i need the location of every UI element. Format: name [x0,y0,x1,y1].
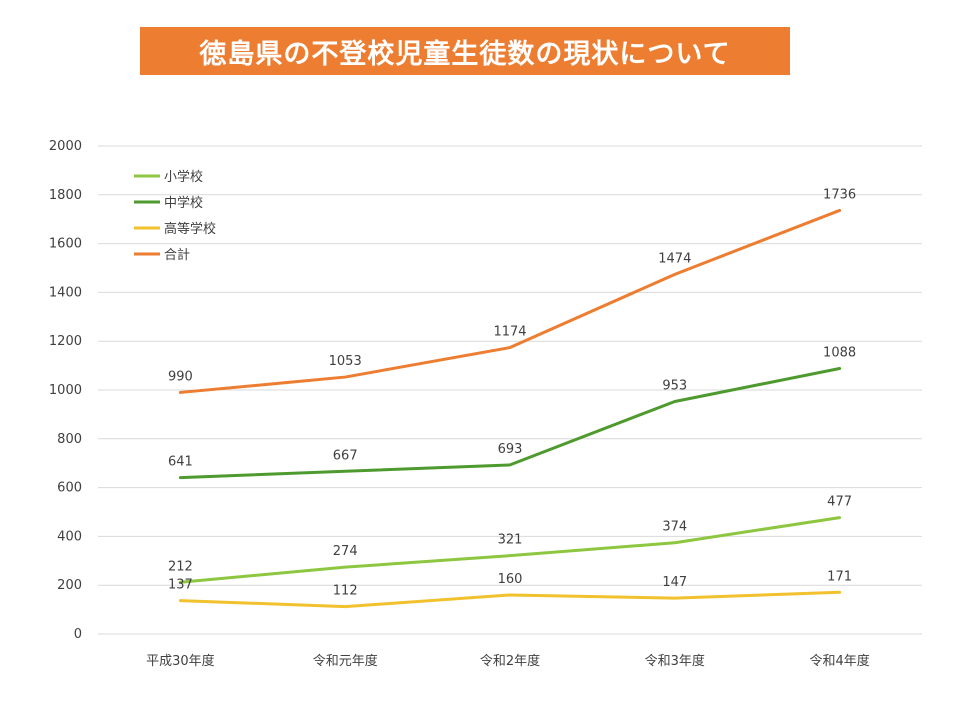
y-tick-label: 400 [57,529,82,544]
series-line [178,590,842,609]
data-label: 1088 [823,346,856,361]
x-axis-ticks: 平成30年度 令和元年度 令和2年度 令和3年度 令和4年度 [146,653,870,669]
data-label: 274 [333,544,358,559]
y-tick-label: 1200 [49,334,82,349]
data-label: 112 [333,584,358,599]
data-label: 1736 [823,187,856,202]
legend-label: 合計 [164,247,190,263]
y-axis-ticks: 0 200 400 600 800 1000 1200 1400 1600 1800 2000 [49,139,82,642]
x-tick-label: 令和4年度 [809,653,869,669]
series-line [178,208,842,394]
chart-title: 徳島県の不登校児童生徒数の現状について [140,27,790,75]
x-tick-label: 平成30年度 [146,653,215,669]
data-label: 693 [498,442,523,457]
legend-label: 小学校 [164,169,203,185]
x-tick-label: 令和元年度 [313,653,378,669]
y-tick-label: 1600 [49,237,82,252]
data-label: 147 [662,575,687,590]
data-label: 477 [827,495,852,510]
data-label: 990 [168,369,193,384]
data-label: 374 [662,520,687,535]
data-label: 321 [498,533,523,548]
x-tick-label: 令和2年度 [480,653,540,669]
series-line [178,516,842,584]
y-tick-label: 200 [57,578,82,593]
data-label: 171 [827,569,852,584]
y-tick-label: 1000 [49,383,82,398]
y-tick-label: 800 [57,432,82,447]
gridlines [98,145,922,635]
legend-label: 高等学校 [164,221,216,237]
y-tick-label: 0 [74,627,82,642]
data-label: 137 [168,578,193,593]
data-label: 160 [498,572,523,587]
data-label: 953 [662,378,687,393]
y-tick-label: 2000 [49,139,82,154]
data-label: 1474 [658,251,691,266]
data-label: 1174 [493,325,526,340]
data-label: 1053 [329,354,362,369]
data-label: 667 [333,448,358,463]
data-label: 641 [168,455,193,470]
series-line [178,367,842,480]
y-tick-label: 1800 [49,188,82,203]
y-tick-label: 600 [57,481,82,496]
data-labels: 212 274 321 374 477 641 667 693 953 1088 137 112 160… [168,187,856,598]
y-tick-label: 1400 [49,285,82,300]
series-lines [178,208,842,609]
x-tick-label: 令和3年度 [645,653,705,669]
legend-label: 中学校 [164,195,203,211]
data-label: 212 [168,559,193,574]
